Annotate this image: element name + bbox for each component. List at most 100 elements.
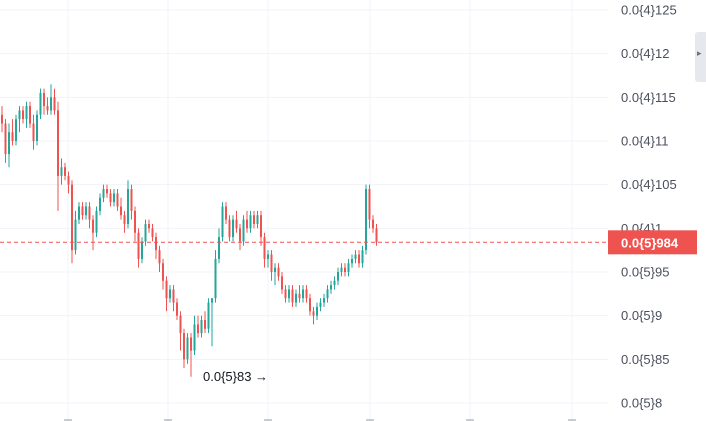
candle <box>305 285 308 303</box>
candle <box>148 219 150 233</box>
candle-body <box>274 267 276 272</box>
candle-body <box>323 298 325 303</box>
candle <box>22 106 24 124</box>
candle-body <box>36 114 38 141</box>
candle-body <box>270 254 273 272</box>
y-axis: 0.0{4}125 0.0{4}12 0.0{4}115 0.0{4}11 0.0{4}… <box>621 3 677 411</box>
current-price-tag: 0.0{5}984 <box>608 230 697 255</box>
candle <box>274 263 276 286</box>
candle-body <box>165 280 168 299</box>
candle <box>358 250 360 268</box>
candle-body <box>109 193 112 203</box>
y-tick-label: 0.0{4}12 <box>621 46 669 61</box>
candle-body <box>330 285 332 290</box>
grid <box>0 0 608 421</box>
candle-body <box>53 97 56 111</box>
candle <box>18 106 21 133</box>
candle <box>211 298 213 347</box>
candle-body <box>50 97 52 111</box>
candle-body <box>176 302 178 316</box>
candle <box>46 97 49 115</box>
y-tick-label: 0.0{4}105 <box>621 177 677 192</box>
candle-body <box>337 272 339 281</box>
candle <box>71 180 73 264</box>
chevron-right-icon: ▸ <box>697 49 702 59</box>
candle <box>281 272 283 294</box>
candle <box>197 315 199 338</box>
candle-body <box>277 267 280 277</box>
candle <box>43 88 45 115</box>
candle <box>162 258 164 290</box>
candle-body <box>368 189 371 220</box>
candle <box>116 189 119 211</box>
candle <box>109 189 112 207</box>
candle <box>277 263 280 281</box>
candle-body <box>60 167 63 176</box>
current-price-label: 0.0{5}984 <box>621 235 679 250</box>
candle <box>176 298 178 321</box>
candle <box>221 202 224 242</box>
candle-body <box>326 289 329 299</box>
candle-body <box>141 241 143 259</box>
candle-body <box>162 263 164 281</box>
candle-body <box>183 333 185 360</box>
candle-body <box>316 306 318 316</box>
candle <box>347 258 350 277</box>
candle-body <box>354 254 357 259</box>
candle <box>11 119 14 146</box>
candle <box>172 285 175 312</box>
candle <box>354 250 357 264</box>
candle-body <box>95 210 98 233</box>
candle-body <box>207 302 210 329</box>
candle-body <box>25 106 28 120</box>
candle <box>214 250 217 303</box>
candle-body <box>78 206 80 220</box>
candle <box>193 315 196 355</box>
candle-body <box>179 315 182 334</box>
candle <box>351 254 353 268</box>
candle-body <box>221 206 224 238</box>
y-tick-label: 0.0{4}125 <box>621 3 677 18</box>
candle <box>1 106 3 133</box>
candle-body <box>358 254 360 264</box>
candle-body <box>225 206 227 220</box>
candle-body <box>235 219 238 229</box>
candle <box>92 215 94 251</box>
candle-body <box>46 106 49 111</box>
candle-body <box>64 167 66 176</box>
candle <box>183 328 185 369</box>
candle-body <box>102 189 105 198</box>
candle-body <box>15 119 17 141</box>
candle <box>169 285 171 303</box>
candle <box>106 184 108 198</box>
candle <box>158 245 161 272</box>
candle <box>204 311 206 334</box>
candle <box>123 210 126 233</box>
candle-body <box>4 123 7 155</box>
candle-body <box>148 223 150 229</box>
candle <box>50 84 52 115</box>
price-scale-handle[interactable]: ▸ <box>695 32 706 82</box>
y-tick-label: 0.0{4}115 <box>621 90 676 105</box>
candle-body <box>155 237 157 251</box>
candle <box>32 114 35 150</box>
candle <box>256 210 259 229</box>
candle-body <box>298 293 301 299</box>
candle-body <box>288 289 290 299</box>
y-tick-label: 0.0{4}11 <box>621 134 668 149</box>
candle-body <box>267 254 269 259</box>
candle-body <box>71 184 73 251</box>
candle-body <box>1 114 3 124</box>
candle <box>53 88 56 115</box>
candle <box>372 215 374 233</box>
candle <box>288 285 290 303</box>
candle-body <box>312 311 315 316</box>
candle-body <box>344 267 346 272</box>
current-price-tag-bg <box>608 230 697 255</box>
candle-body <box>123 215 126 224</box>
candle <box>113 189 115 207</box>
candle <box>337 267 339 286</box>
candle <box>78 202 80 224</box>
candle <box>186 333 189 364</box>
